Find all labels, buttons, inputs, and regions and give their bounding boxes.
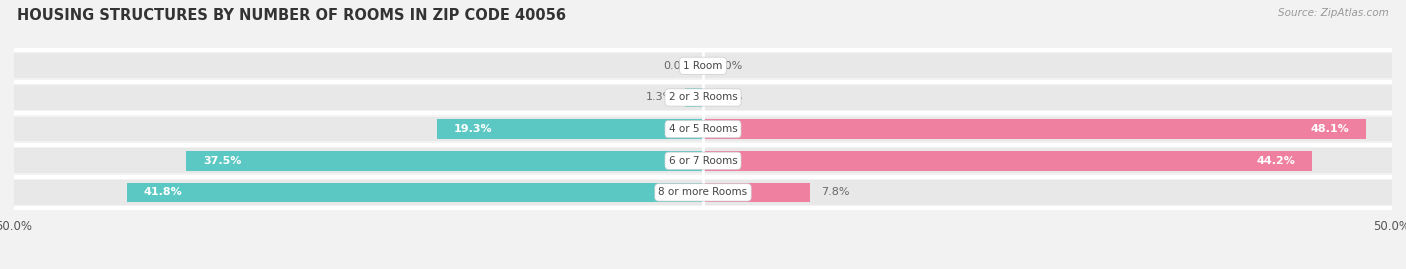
Text: 0.0%: 0.0% [664, 61, 692, 71]
Text: 0.0%: 0.0% [714, 61, 742, 71]
Bar [437, 119, 703, 139]
Text: 7.8%: 7.8% [821, 187, 851, 197]
Text: 6 or 7 Rooms: 6 or 7 Rooms [669, 156, 737, 166]
Bar [14, 117, 1392, 141]
Text: 0.0%: 0.0% [714, 93, 742, 102]
Text: 4 or 5 Rooms: 4 or 5 Rooms [669, 124, 737, 134]
Text: 1.3%: 1.3% [645, 93, 673, 102]
Text: 8 or more Rooms: 8 or more Rooms [658, 187, 748, 197]
Text: Source: ZipAtlas.com: Source: ZipAtlas.com [1278, 8, 1389, 18]
Text: 41.8%: 41.8% [143, 187, 183, 197]
Text: 44.2%: 44.2% [1257, 156, 1295, 166]
Bar [14, 85, 1392, 110]
Bar [127, 183, 703, 202]
Bar [703, 183, 810, 202]
Bar [703, 119, 1365, 139]
Text: 2 or 3 Rooms: 2 or 3 Rooms [669, 93, 737, 102]
Bar [685, 88, 703, 107]
Bar [14, 180, 1392, 205]
Text: HOUSING STRUCTURES BY NUMBER OF ROOMS IN ZIP CODE 40056: HOUSING STRUCTURES BY NUMBER OF ROOMS IN… [17, 8, 565, 23]
Bar [186, 151, 703, 171]
Bar [14, 54, 1392, 78]
Text: 37.5%: 37.5% [202, 156, 242, 166]
Text: 1 Room: 1 Room [683, 61, 723, 71]
Bar [14, 148, 1392, 173]
Bar [703, 151, 1312, 171]
Text: 48.1%: 48.1% [1310, 124, 1350, 134]
Text: 19.3%: 19.3% [454, 124, 492, 134]
